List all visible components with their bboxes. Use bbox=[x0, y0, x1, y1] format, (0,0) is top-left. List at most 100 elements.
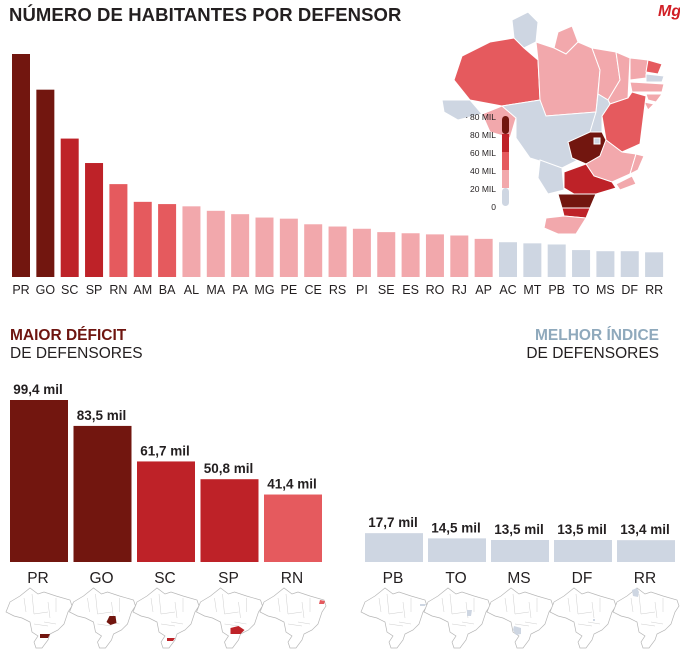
mini-map-highlight-sp bbox=[230, 626, 245, 634]
tick-label-rn: RN bbox=[109, 283, 127, 297]
worst-bar-sp bbox=[200, 479, 259, 562]
bar-ma bbox=[206, 210, 225, 277]
tick-label-ba: BA bbox=[159, 283, 176, 297]
best-category-label: RR bbox=[634, 570, 656, 587]
mini-map-highlight-rr bbox=[632, 588, 639, 597]
publisher-logo: Mg bbox=[658, 3, 680, 20]
map-acre bbox=[441, 99, 483, 121]
bar-pe bbox=[279, 218, 298, 277]
map-parana bbox=[557, 193, 597, 209]
tick-label-go: GO bbox=[36, 283, 56, 297]
mini-map-highlight-pr bbox=[40, 634, 50, 638]
bar-df bbox=[620, 251, 639, 277]
bar-rn bbox=[109, 184, 128, 277]
map-espirito-santo bbox=[629, 153, 645, 175]
tick-label-mg: MG bbox=[254, 283, 274, 297]
bar-se bbox=[377, 232, 396, 277]
worst-callout-title: MAIOR DÉFICIT bbox=[10, 327, 127, 344]
best-bar-rr bbox=[617, 540, 675, 562]
worst-value-label: 61,7 mil bbox=[140, 443, 190, 458]
tick-label-ap: AP bbox=[475, 283, 492, 297]
tick-label-ce: CE bbox=[305, 283, 322, 297]
tick-label-mt: MT bbox=[523, 283, 541, 297]
mini-map-highlight-pb bbox=[420, 604, 426, 606]
best-category-label: TO bbox=[445, 570, 466, 587]
mini-map-highlight-to bbox=[467, 610, 472, 616]
worst-category-label: SP bbox=[218, 570, 239, 587]
legend-swatch bbox=[502, 116, 509, 134]
legend-label: 40 MIL bbox=[470, 166, 496, 176]
mini-map-sc bbox=[132, 587, 200, 649]
worst-category-label: GO bbox=[89, 570, 113, 587]
map-distrito-federal bbox=[593, 137, 601, 145]
worst-category-label: RN bbox=[281, 570, 303, 587]
best-category-label: PB bbox=[383, 570, 404, 587]
best-bar-pb bbox=[365, 533, 423, 562]
tick-label-ma: MA bbox=[206, 283, 225, 297]
worst-value-label: 83,5 mil bbox=[77, 408, 127, 423]
worst-value-label: 41,4 mil bbox=[267, 477, 317, 492]
bar-ms bbox=[596, 251, 615, 277]
tick-label-pe: PE bbox=[281, 283, 298, 297]
mini-map-pr bbox=[5, 587, 73, 649]
legend-swatch bbox=[502, 152, 509, 170]
mini-map-highlight-ms bbox=[513, 626, 521, 635]
mini-map-highlight-sc bbox=[167, 638, 175, 641]
map-ceara bbox=[629, 57, 649, 81]
tick-label-ac: AC bbox=[499, 283, 516, 297]
bar-sp bbox=[85, 163, 104, 277]
tick-label-ro: RO bbox=[426, 283, 445, 297]
bar-rj bbox=[450, 235, 469, 277]
legend-label: 60 MIL bbox=[470, 148, 496, 158]
worst-category-label: SC bbox=[154, 570, 176, 587]
worst-bar-sc bbox=[137, 461, 195, 562]
mini-map-df bbox=[549, 587, 617, 649]
tick-label-pb: PB bbox=[548, 283, 565, 297]
tick-label-ms: MS bbox=[596, 283, 615, 297]
worst-callout-subtitle: DE DEFENSORES bbox=[10, 345, 143, 362]
map-para bbox=[535, 41, 601, 117]
best-value-label: 17,7 mil bbox=[368, 515, 418, 530]
map-bahia bbox=[601, 91, 647, 153]
map-paraiba bbox=[645, 73, 665, 83]
mini-map-to bbox=[423, 587, 491, 649]
bar-pa bbox=[231, 214, 250, 277]
tick-label-rs: RS bbox=[329, 283, 346, 297]
map-alagoas bbox=[645, 93, 663, 103]
legend-label: 0 bbox=[491, 202, 496, 212]
mini-map-rn bbox=[259, 587, 327, 649]
bar-rr bbox=[645, 252, 664, 277]
extremes-bar-chart: 99,4 mil PR 83,5 mil GO 61,7 mil SC 50,8 mil SP… bbox=[5, 382, 680, 649]
best-bar-to bbox=[428, 538, 486, 562]
map-mato-grosso-do-sul bbox=[537, 159, 565, 195]
best-bar-ms bbox=[491, 539, 549, 562]
tick-label-se: SE bbox=[378, 283, 395, 297]
bar-pb bbox=[547, 244, 566, 277]
tick-label-rj: RJ bbox=[452, 283, 467, 297]
best-callout-title: MELHOR ÍNDICE bbox=[535, 327, 659, 344]
best-value-label: 13,4 mil bbox=[620, 522, 670, 537]
tick-label-es: ES bbox=[402, 283, 419, 297]
bar-pi bbox=[352, 228, 371, 277]
legend-label: + 80 MIL bbox=[466, 112, 496, 122]
bar-es bbox=[401, 233, 420, 277]
best-category-label: DF bbox=[572, 570, 593, 587]
best-bar-df bbox=[554, 539, 612, 562]
chart-title: NÚMERO DE HABITANTES POR DEFENSOR bbox=[9, 4, 402, 25]
tick-label-sc: SC bbox=[61, 283, 78, 297]
legend-label: 20 MIL bbox=[470, 184, 496, 194]
mini-map-sp bbox=[196, 587, 263, 649]
bar-ce bbox=[304, 224, 323, 277]
legend-swatch bbox=[502, 134, 509, 152]
map-rio-grande-do-norte bbox=[645, 59, 663, 75]
worst-bar-go bbox=[73, 425, 132, 562]
bar-go bbox=[36, 89, 55, 278]
bar-ap bbox=[474, 238, 493, 277]
mini-map-highlight-rn bbox=[319, 600, 325, 604]
bar-ba bbox=[158, 204, 177, 277]
brazil-choropleth-map bbox=[441, 11, 665, 234]
best-value-label: 14,5 mil bbox=[431, 520, 481, 535]
bar-am bbox=[133, 201, 152, 277]
mini-map-pb bbox=[360, 587, 428, 649]
tick-label-to: TO bbox=[572, 283, 589, 297]
